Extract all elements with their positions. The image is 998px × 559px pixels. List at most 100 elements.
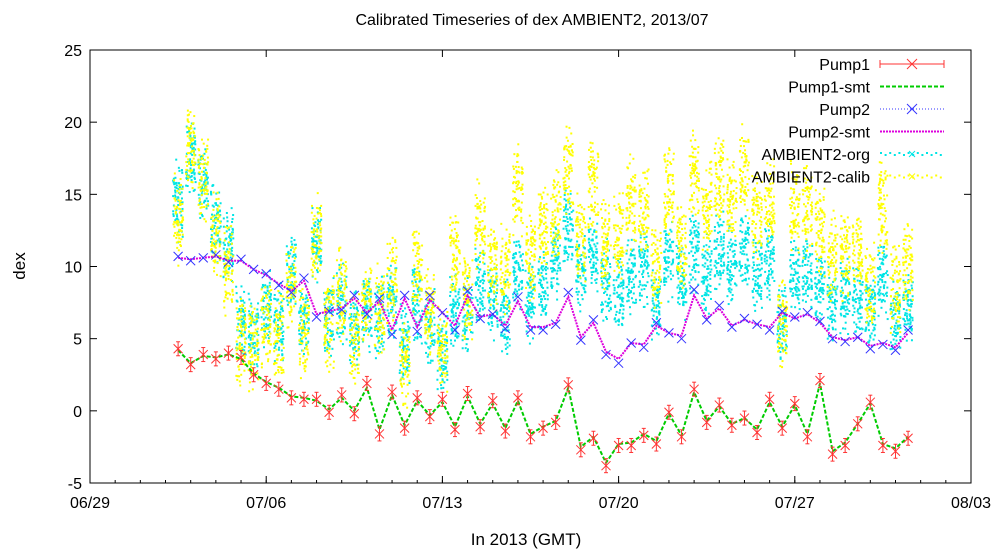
ambient2-org-point: [779, 332, 782, 335]
ambient2-org-point: [341, 284, 344, 287]
ambient2-calib-point: [304, 304, 307, 307]
ambient2-org-point: [540, 313, 543, 316]
ambient2-calib-point: [226, 255, 229, 258]
ambient2-org-point: [540, 267, 543, 270]
ambient2-org-point: [370, 314, 373, 317]
ambient2-org-point: [819, 280, 822, 283]
ambient2-org-point: [527, 307, 530, 310]
ambient2-org-point: [606, 257, 609, 260]
ambient2-calib-point: [178, 187, 181, 190]
ambient2-calib-point: [306, 329, 309, 332]
ambient2-org-point: [478, 268, 481, 271]
ambient2-org-point: [720, 223, 723, 226]
ambient2-org-point: [351, 336, 354, 339]
ambient2-org-point: [280, 331, 283, 334]
ambient2-org-point: [458, 322, 461, 325]
ambient2-org-point: [676, 301, 679, 304]
ambient2-org-point: [830, 314, 833, 317]
ambient2-org-point: [413, 339, 416, 342]
ambient2-calib-point: [285, 253, 288, 256]
ambient2-org-point: [299, 310, 302, 313]
ambient2-org-point: [666, 240, 669, 243]
ambient2-org-point: [583, 288, 586, 291]
ambient2-org-point: [820, 277, 823, 280]
ambient2-org-point: [382, 341, 385, 344]
ambient2-org-point: [628, 291, 631, 294]
ambient2-org-point: [555, 290, 558, 293]
ambient2-org-point: [400, 314, 403, 317]
ambient2-calib-point: [173, 179, 176, 182]
ambient2-org-point: [192, 146, 195, 149]
ambient2-calib-point: [260, 366, 263, 369]
ambient2-calib-point: [227, 257, 230, 260]
ambient2-org-point: [871, 323, 874, 326]
ambient2-org-point: [801, 299, 804, 302]
ambient2-org-point: [302, 329, 305, 332]
ambient2-org-point: [642, 256, 645, 259]
ambient2-org-point: [873, 326, 876, 329]
ambient2-calib-point: [276, 354, 279, 357]
ambient2-org-point: [892, 297, 895, 300]
ambient2-org-point: [449, 276, 452, 279]
ambient2-calib-point: [240, 320, 243, 323]
ambient2-calib-point: [251, 388, 254, 391]
ambient2-org-point: [904, 328, 907, 331]
ambient2-org-point: [273, 319, 276, 322]
ambient2-org-point: [210, 250, 213, 253]
ambient2-org-point: [470, 331, 473, 334]
ambient2-org-point: [416, 336, 419, 339]
ambient2-org-point: [443, 338, 446, 341]
ambient2-org-point: [830, 321, 833, 324]
ambient2-calib-point: [304, 370, 307, 373]
ambient2-org-point: [240, 318, 243, 321]
ambient2-org-point: [714, 261, 717, 264]
ambient2-calib-point: [240, 347, 243, 350]
ambient2-org-point: [319, 239, 322, 242]
ambient2-org-point: [707, 294, 710, 297]
ambient2-org-point: [670, 230, 673, 233]
ambient2-org-point: [262, 285, 265, 288]
ambient2-org-point: [587, 255, 590, 258]
ambient2-calib-point: [238, 345, 241, 348]
ambient2-org-point: [746, 271, 749, 274]
ambient2-org-point: [395, 267, 398, 270]
ambient2-org-point: [291, 262, 294, 265]
ambient2-org-point: [834, 320, 837, 323]
ambient2-org-point: [556, 269, 559, 272]
ambient2-org-point: [810, 286, 813, 289]
ambient2-org-point: [431, 359, 434, 362]
ambient2-org-point: [588, 251, 591, 254]
ambient2-org-point: [338, 297, 341, 300]
ambient2-org-point: [406, 335, 409, 338]
ambient2-calib-point: [213, 253, 216, 256]
ambient2-org-point: [300, 304, 303, 307]
ambient2-org-point: [552, 267, 555, 270]
ambient2-calib-point: [276, 330, 279, 333]
ambient2-org-point: [249, 363, 252, 366]
ambient2-org-point: [706, 267, 709, 270]
ambient2-org-point: [706, 290, 709, 293]
ambient2-org-point: [574, 249, 577, 252]
ambient2-calib-point: [173, 205, 176, 208]
ambient2-org-point: [755, 289, 758, 292]
ambient2-org-point: [477, 303, 480, 306]
ambient2-org-point: [707, 267, 710, 270]
ambient2-calib-point: [238, 323, 241, 326]
ambient2-calib-point: [268, 339, 271, 342]
ambient2-calib-point: [244, 351, 247, 354]
ambient2-org-point: [379, 314, 382, 317]
ambient2-calib-point: [304, 313, 307, 316]
ambient2-org-point: [557, 257, 560, 260]
ambient2-calib-point: [216, 219, 219, 222]
ambient2-calib-point: [256, 372, 259, 375]
ambient2-org-point: [700, 280, 703, 283]
ambient2-org-point: [339, 311, 342, 314]
ambient2-org-point: [909, 323, 912, 326]
ambient2-org-point: [251, 346, 254, 349]
ambient2-org-point: [278, 317, 281, 320]
ambient2-calib-point: [265, 332, 268, 335]
ambient2-org-point: [210, 217, 213, 220]
ambient2-org-point: [600, 311, 603, 314]
ambient2-org-point: [603, 252, 606, 255]
ambient2-org-point: [511, 257, 514, 260]
